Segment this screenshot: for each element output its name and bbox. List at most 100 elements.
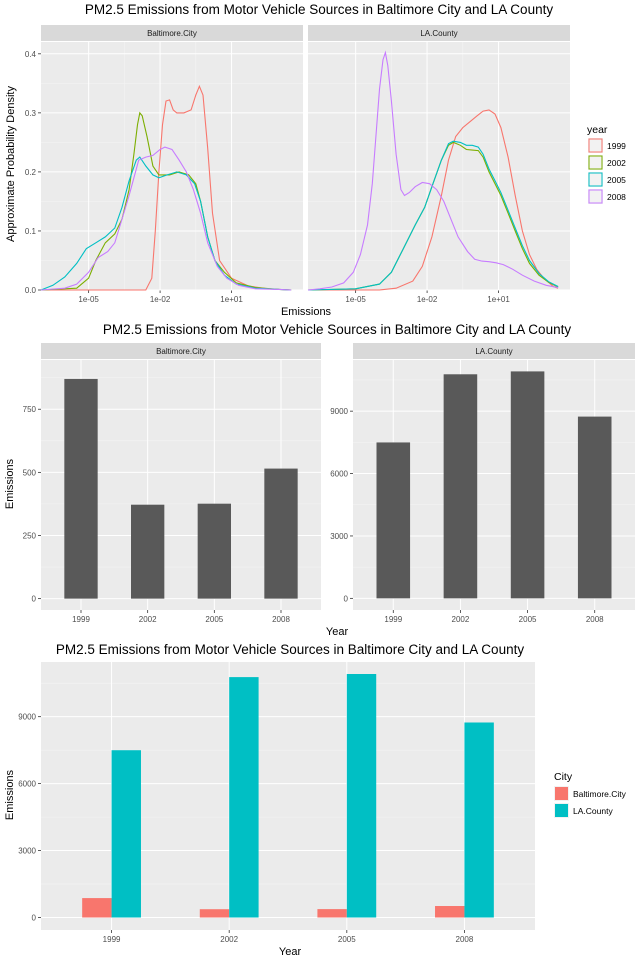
- density-curve-baltimore-city-2008: [40, 146, 292, 291]
- bar-la-county-2005: [510, 371, 545, 599]
- dodged-x-tick-label: 2002: [220, 935, 238, 944]
- dodged-bar-legend-items: Baltimore.City LA.County: [554, 786, 627, 818]
- density-curve-baltimore-city-2005: [40, 156, 292, 291]
- density-legend-label-1999: 1999: [607, 141, 626, 151]
- dodged-y-tick-label: 3000: [18, 847, 36, 856]
- dodged-bar-panel: 0 3000 6000 9000 1999 2002 2005 2008: [18, 662, 535, 944]
- dodged-bar-chart-x-label: Year: [279, 946, 302, 958]
- density-chart-x-label: Emissions: [281, 306, 332, 318]
- bar-x-tick-label: 2008: [586, 615, 604, 624]
- density-legend-label-2008: 2008: [607, 192, 626, 202]
- density-x-tick-label: 1e-02: [150, 295, 171, 304]
- bar-x-tick-label: 2008: [272, 615, 290, 624]
- density-y-tick-label: 0.1: [25, 227, 37, 236]
- density-chart: PM2.5 Emissions from Motor Vehicle Sourc…: [5, 2, 626, 318]
- dodged-x-tick-label: 2008: [456, 935, 474, 944]
- bar-y-tick-label: 9000: [330, 407, 348, 416]
- density-panel-la: LA.County 1e-05 1e-02 1e+01: [307, 25, 570, 304]
- dodged-legend-label-baltimore-city: Baltimore.City: [573, 789, 627, 799]
- density-y-tick-label: 0.4: [25, 50, 37, 59]
- density-x-tick-label: 1e+01: [220, 295, 243, 304]
- bar-x-tick-label: 2005: [519, 615, 537, 624]
- density-chart-y-label: Approximate Probability Density: [5, 86, 17, 242]
- bar-x-tick-label: 2002: [452, 615, 470, 624]
- density-x-tick-label: 1e-05: [345, 295, 366, 304]
- bar-la-county-1999: [376, 442, 411, 599]
- density-panel-baltimore: Baltimore.City 1e-05 1e-02 1e+01 0.0 0.1 0.2 0…: [25, 25, 303, 304]
- bar-y-tick-label: 750: [23, 405, 37, 414]
- density-legend-key-1999: [588, 138, 603, 153]
- density-strip-label-la: LA.County: [420, 29, 457, 38]
- bar-la-county-2002: [443, 374, 478, 599]
- density-panel-bg-baltimore-city: [41, 42, 303, 290]
- dodged-legend-swatch-baltimore-city: [555, 787, 568, 800]
- dodged-bar-legend: City Baltimore.City LA.County: [554, 771, 627, 818]
- bar-y-tick-label: 6000: [330, 470, 348, 479]
- density-legend-key-2002: [588, 155, 603, 170]
- bar-panel-baltimore: Baltimore.City 0 250 500 750 1999 2002 2005 200…: [23, 343, 321, 624]
- dodged-x-tick-label: 2005: [338, 935, 356, 944]
- bar-strip-label-la: LA.County: [475, 347, 512, 356]
- density-x-tick-label: 1e+01: [487, 295, 510, 304]
- density-curve-baltimore-city-2002: [40, 111, 292, 291]
- density-legend-items: 1999 2002 2005 2008: [588, 138, 626, 204]
- dodged-x-tick-label: 1999: [103, 935, 121, 944]
- density-x-tick-label: 1e-05: [78, 295, 99, 304]
- dodged-bar-la-county-2008: [464, 722, 494, 918]
- density-legend-swatch-1999: [588, 138, 603, 153]
- dodged-y-tick-label: 0: [32, 914, 37, 923]
- dodged-bar-baltimore-city-1999: [82, 898, 112, 918]
- density-y-tick-label: 0.3: [25, 109, 37, 118]
- facet-bar-chart: PM2.5 Emissions from Motor Vehicle Sourc…: [4, 322, 635, 638]
- density-legend-label-2005: 2005: [607, 175, 626, 185]
- bar-baltimore-city-1999: [64, 378, 98, 599]
- bar-y-tick-label: 3000: [330, 532, 348, 541]
- bar-strip-la: [353, 343, 635, 359]
- density-curve-baltimore-city-1999: [41, 84, 292, 291]
- density-strip-la: [308, 25, 570, 41]
- density-strip-label-baltimore: Baltimore.City: [147, 29, 197, 38]
- density-legend-swatch-2002: [588, 155, 603, 170]
- dodged-legend-label-la-county: LA.County: [573, 806, 613, 816]
- density-curve-la-county-1999: [308, 109, 559, 291]
- density-legend-swatch-2005: [588, 172, 603, 187]
- density-legend-key-2005: [588, 172, 603, 187]
- dodged-bar-chart-y-label: Emissions: [4, 769, 16, 820]
- dodged-bar-legend-title: City: [554, 771, 573, 783]
- dodged-bar-la-county-1999: [111, 750, 141, 918]
- dodged-bar-chart: PM2.5 Emissions from Motor Vehicle Sourc…: [4, 642, 627, 958]
- dodged-y-tick-label: 6000: [18, 780, 36, 789]
- dodged-bar-baltimore-city-2002: [199, 909, 230, 918]
- density-curve-la-county-2005: [307, 140, 559, 291]
- bar-x-tick-label: 1999: [72, 615, 90, 624]
- density-x-tick-label: 1e-02: [417, 295, 438, 304]
- bar-la-county-2008: [577, 416, 612, 599]
- bar-y-tick-label: 500: [23, 468, 37, 477]
- dodged-legend-swatch-la-county: [555, 804, 568, 817]
- bar-baltimore-city-2005: [197, 503, 231, 599]
- facet-bar-chart-y-label: Emissions: [4, 458, 16, 509]
- bar-x-tick-label: 1999: [384, 615, 402, 624]
- dodged-y-tick-label: 9000: [18, 713, 36, 722]
- density-legend-label-2002: 2002: [607, 158, 626, 168]
- bar-panel-la: LA.County 0 3000 6000 9000 1999 2002 2005 2008: [330, 343, 635, 624]
- dodged-bar-la-county-2002: [229, 677, 259, 918]
- density-legend: year 1999 2002 2005 2008: [587, 124, 626, 204]
- facet-bar-chart-x-label: Year: [326, 626, 349, 638]
- bar-y-tick-label: 250: [23, 532, 37, 541]
- density-strip-baltimore: [41, 25, 303, 41]
- dodged-bar-la-county-2005: [346, 674, 377, 918]
- bar-strip-baltimore: [41, 343, 321, 359]
- density-y-tick-label: 0.0: [25, 286, 37, 295]
- density-legend-swatch-2008: [588, 189, 603, 204]
- density-legend-title: year: [587, 124, 608, 136]
- dodged-bar-chart-title: PM2.5 Emissions from Motor Vehicle Sourc…: [56, 642, 524, 657]
- density-curve-la-county-2008: [307, 50, 559, 291]
- bar-x-tick-label: 2002: [139, 615, 157, 624]
- density-y-tick-label: 0.2: [25, 168, 37, 177]
- dodged-bar-baltimore-city-2005: [317, 909, 347, 918]
- bar-baltimore-city-2008: [264, 468, 298, 599]
- bar-y-tick-label: 0: [32, 595, 37, 604]
- dodged-bar-baltimore-city-2008: [435, 906, 465, 918]
